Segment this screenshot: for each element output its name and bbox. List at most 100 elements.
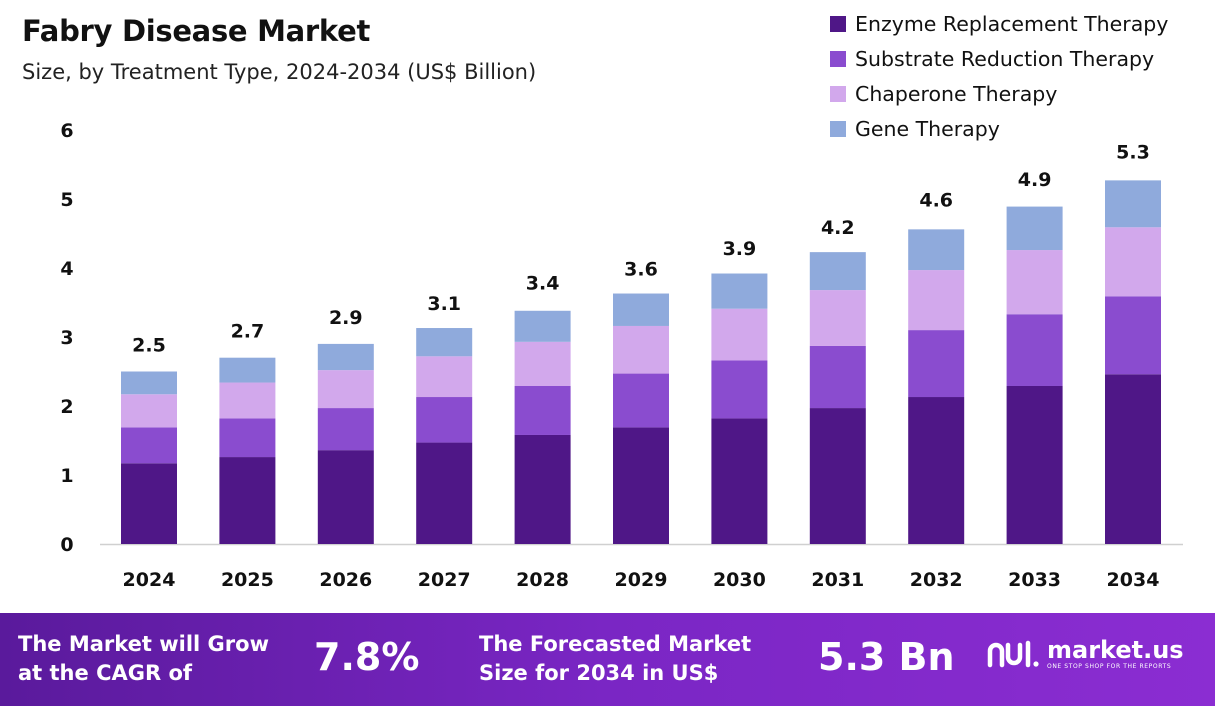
bar-segment-2034-enzyme-replacement-therapy — [1105, 374, 1161, 544]
chart-title: Fabry Disease Market — [22, 14, 371, 48]
bar-segment-2030-gene-therapy — [711, 273, 768, 309]
x-tick-label: 2030 — [713, 569, 766, 591]
bar-segment-2032-gene-therapy — [908, 229, 965, 271]
bar-segment-2026-chaperone-therapy — [317, 370, 374, 409]
bar-total-label: 3.6 — [624, 259, 658, 281]
bar-segment-2031-substrate-reduction-therapy — [809, 345, 866, 409]
bar-segment-2032-enzyme-replacement-therapy — [908, 397, 965, 544]
x-tick-label: 2034 — [1107, 569, 1160, 591]
forecast-value: 5.3 Bn — [818, 635, 955, 679]
bar-segment-2024-gene-therapy — [121, 371, 177, 395]
x-tick-label: 2027 — [418, 569, 471, 591]
bar-segment-2033-chaperone-therapy — [1006, 250, 1063, 315]
x-tick-label: 2032 — [910, 569, 963, 591]
bar-segment-2033-enzyme-replacement-therapy — [1006, 385, 1063, 544]
bar-segment-2030-substrate-reduction-therapy — [711, 360, 768, 419]
legend-label: Substrate Reduction Therapy — [855, 46, 1155, 71]
bar-segment-2026-gene-therapy — [317, 343, 374, 371]
x-tick-label: 2026 — [319, 569, 372, 591]
cagr-value: 7.8% — [314, 635, 420, 679]
forecast-caption: The Forecasted Market Size for 2034 in U… — [479, 630, 751, 688]
bar-segment-2032-substrate-reduction-therapy — [908, 330, 965, 398]
forecast-caption-line1: The Forecasted Market — [479, 632, 752, 656]
legend-swatch — [830, 15, 846, 32]
y-tick-label: 0 — [60, 534, 73, 556]
bar-segment-2031-enzyme-replacement-therapy — [809, 408, 866, 544]
bar-segment-2028-chaperone-therapy — [514, 341, 571, 386]
cagr-caption-line2: at the CAGR of — [18, 661, 193, 685]
y-tick-label: 1 — [60, 465, 73, 487]
legend-swatch — [830, 85, 846, 102]
bar-segment-2029-gene-therapy — [613, 293, 669, 326]
bar-segment-2034-chaperone-therapy — [1105, 227, 1161, 297]
y-tick-label: 3 — [60, 327, 73, 349]
x-tick-label: 2029 — [615, 569, 668, 591]
legend-item-chaperone-therapy: Chaperone Therapy — [830, 76, 1168, 111]
y-tick-label: 6 — [60, 120, 73, 142]
bar-segment-2028-gene-therapy — [514, 310, 571, 342]
chart-subtitle: Size, by Treatment Type, 2024-2034 (US$ … — [22, 60, 537, 84]
bar-segment-2025-chaperone-therapy — [219, 382, 276, 419]
y-tick-label: 5 — [60, 189, 73, 211]
legend-label: Enzyme Replacement Therapy — [855, 11, 1169, 36]
bar-segment-2024-chaperone-therapy — [121, 394, 177, 428]
bar-segment-2028-substrate-reduction-therapy — [514, 385, 571, 435]
bar-segment-2024-enzyme-replacement-therapy — [121, 463, 177, 544]
legend-swatch — [830, 50, 846, 67]
bar-segment-2031-gene-therapy — [809, 252, 866, 291]
bar-segment-2031-chaperone-therapy — [809, 290, 866, 346]
bar-segment-2034-substrate-reduction-therapy — [1105, 296, 1161, 375]
forecast-caption-line2: Size for 2034 in US$ — [479, 661, 719, 685]
legend-item-gene-therapy: Gene Therapy — [830, 111, 1168, 146]
bar-segment-2028-enzyme-replacement-therapy — [514, 434, 571, 544]
bar-total-label: 2.7 — [231, 321, 265, 343]
legend-item-substrate-reduction-therapy: Substrate Reduction Therapy — [830, 41, 1168, 76]
bar-segment-2027-substrate-reduction-therapy — [416, 397, 473, 443]
bar-segment-2030-chaperone-therapy — [711, 308, 768, 361]
stacked-bar-chart: 0 1 2 3 4 5 6 2.5 2024 2.7 2025 2.9 2026 3.1 2027 3.4 20… — [60, 120, 1183, 591]
legend-label: Gene Therapy — [855, 116, 1000, 141]
summary-banner: The Market will Grow at the CAGR of 7.8%… — [0, 613, 1215, 706]
bar-segment-2027-enzyme-replacement-therapy — [416, 442, 473, 544]
brand-name: market.us — [1047, 636, 1184, 664]
bar-total-label: 4.9 — [1018, 169, 1052, 191]
bar-segment-2026-enzyme-replacement-therapy — [317, 450, 374, 544]
bar-segment-2029-enzyme-replacement-therapy — [613, 427, 669, 544]
brand-logo: market.us ONE STOP SHOP FOR THE REPORTS — [986, 637, 1184, 671]
bar-total-label: 2.9 — [329, 307, 363, 329]
bar-segment-2025-gene-therapy — [219, 357, 276, 383]
market-us-logo-icon — [987, 640, 1039, 668]
bar-total-label: 5.3 — [1116, 141, 1150, 163]
bar-segment-2034-gene-therapy — [1105, 180, 1161, 228]
legend-swatch — [830, 120, 846, 137]
bar-segment-2026-substrate-reduction-therapy — [317, 408, 374, 451]
bar-segment-2025-substrate-reduction-therapy — [219, 418, 276, 458]
bar-total-label: 3.9 — [723, 238, 757, 260]
x-tick-label: 2033 — [1008, 569, 1061, 591]
bar-total-label: 2.5 — [132, 335, 166, 357]
x-tick-label: 2024 — [123, 569, 176, 591]
bar-segment-2032-chaperone-therapy — [908, 270, 965, 331]
bar-segment-2033-gene-therapy — [1006, 206, 1063, 251]
cagr-caption-line1: The Market will Grow — [18, 632, 269, 656]
bar-segment-2033-substrate-reduction-therapy — [1006, 314, 1063, 386]
bar-segment-2030-enzyme-replacement-therapy — [711, 418, 768, 544]
bar-total-label: 4.2 — [821, 217, 855, 239]
bar-segment-2027-gene-therapy — [416, 328, 473, 357]
bar-segment-2024-substrate-reduction-therapy — [121, 427, 177, 464]
bar-total-label: 4.6 — [919, 190, 953, 212]
x-tick-label: 2028 — [516, 569, 569, 591]
legend: Enzyme Replacement Therapy Substrate Red… — [830, 6, 1168, 146]
legend-label: Chaperone Therapy — [855, 81, 1058, 106]
bar-segment-2029-chaperone-therapy — [613, 325, 669, 374]
bar-segment-2029-substrate-reduction-therapy — [613, 373, 669, 428]
legend-item-enzyme-replacement-therapy: Enzyme Replacement Therapy — [830, 6, 1168, 41]
x-tick-label: 2025 — [221, 569, 274, 591]
bar-segment-2025-enzyme-replacement-therapy — [219, 457, 276, 544]
bar-total-label: 3.1 — [427, 293, 461, 315]
cagr-caption: The Market will Grow at the CAGR of — [18, 630, 269, 688]
bar-total-label: 3.4 — [526, 272, 560, 294]
y-tick-label: 4 — [60, 258, 73, 280]
y-tick-label: 2 — [60, 396, 73, 418]
bar-segment-2027-chaperone-therapy — [416, 356, 473, 398]
